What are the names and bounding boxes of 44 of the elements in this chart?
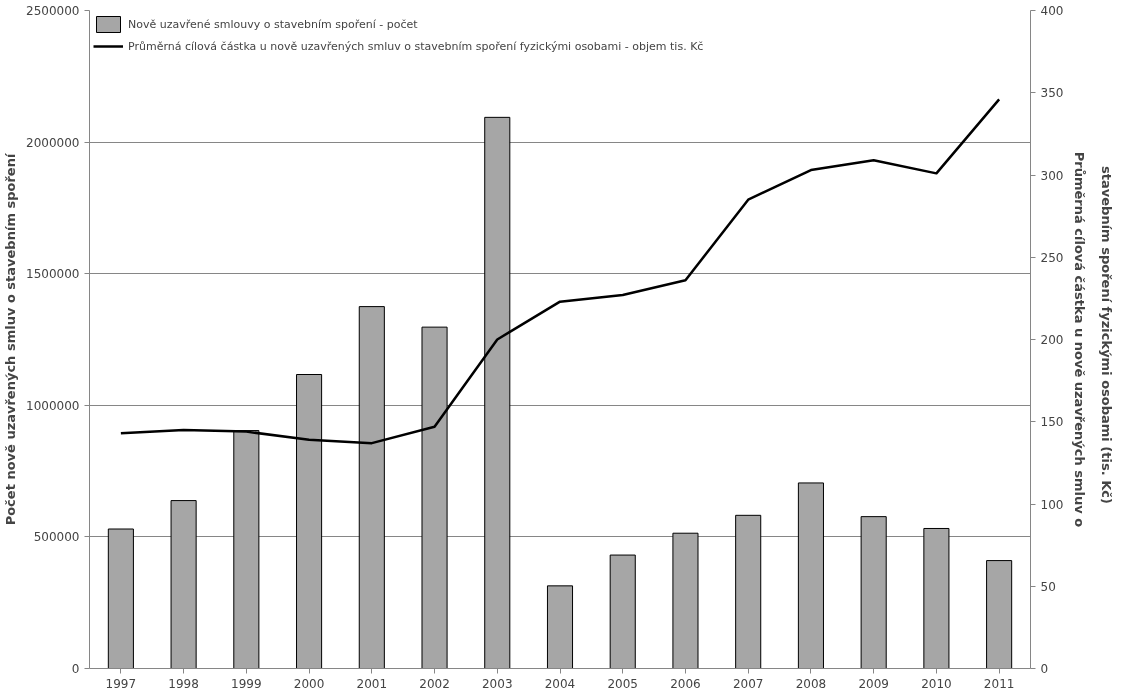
y2-tick-label: 50 [1040,579,1056,594]
y-tick-label: 2000000 [26,135,80,150]
x-tick-label: 2001 [356,676,388,691]
y2-tick-label: 0 [1040,662,1049,676]
y-tick-label: 1500000 [26,267,80,282]
bar [923,527,950,669]
bar [672,532,699,669]
y-tick-label: 500000 [33,530,80,545]
legend-label: Nově uzavřené smlouvy o stavebním spoření - počet [128,17,418,31]
y-axis-title: Počet nově uzavřených smluv o stavebním spoření [3,152,19,526]
legend-label: Průměrná cílová částka u nově uzavřených smluv o stavebním spoření fyzickými osobami - objem tis. Kč [128,39,704,53]
x-tick-label: 2007 [732,676,764,691]
x-tick-label: 2006 [670,676,701,691]
x-tick-label: 1999 [231,676,262,691]
bar [546,585,574,669]
x-tick-label: 2009 [858,676,889,691]
y2-axis-title: Průměrná cílová částka u nově uzavřených smluv o stavebním spoření fyzickými osobami (tis. Kč) [1071,151,1114,528]
x-tick-label: 2010 [921,676,952,691]
x-tick-label: 2004 [544,676,576,691]
x-tick-label: 1998 [168,676,199,691]
x-tick-label: 2008 [795,676,827,691]
bar [797,482,824,669]
bar [735,514,762,669]
x-tick-label: 2011 [983,676,1015,691]
bar [609,554,636,669]
x-tick-label: 2000 [293,676,325,691]
bar [860,516,887,669]
y2-tick-label: 300 [1040,168,1064,183]
y-tick-label: 1000000 [26,398,80,413]
y2-tick-label: 150 [1040,415,1064,430]
y2-tick-label: 350 [1040,86,1064,101]
x-tick-label: 1997 [105,676,137,691]
y-tick-label: 0 [71,662,80,676]
bar [170,500,197,669]
y2-tick-label: 100 [1040,497,1064,512]
bar [107,528,134,669]
bar [986,560,1013,669]
y-tick-label: 2500000 [26,4,80,18]
x-tick-label: 2002 [419,676,450,691]
y2-tick-label: 250 [1040,250,1064,265]
y2-tick-label: 200 [1040,333,1064,347]
y2-tick-label: 400 [1040,4,1064,18]
x-tick-label: 2003 [482,676,513,691]
x-tick-label: 2005 [607,676,639,691]
